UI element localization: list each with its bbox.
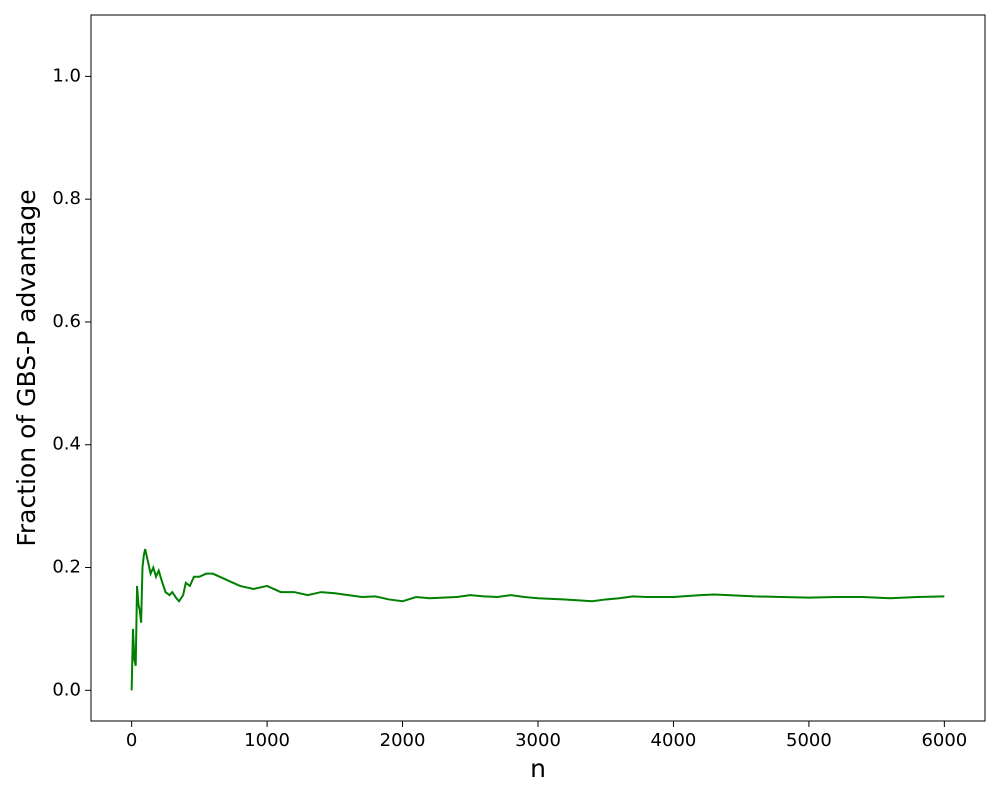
y-axis-label: Fraction of GBS-P advantage xyxy=(12,189,41,546)
x-tick-label: 2000 xyxy=(380,730,426,751)
x-tick-label: 3000 xyxy=(515,730,561,751)
y-tick-label: 0.8 xyxy=(52,188,81,209)
x-tick-label: 4000 xyxy=(651,730,697,751)
y-tick-label: 0.6 xyxy=(52,311,81,332)
y-tick-label: 0.4 xyxy=(52,434,81,455)
x-tick-label: 5000 xyxy=(786,730,832,751)
y-tick-label: 0.2 xyxy=(52,557,81,578)
plot-frame xyxy=(90,14,986,722)
y-tick-label: 0.0 xyxy=(52,679,81,700)
y-tick-label: 1.0 xyxy=(52,65,81,86)
x-tick-label: 1000 xyxy=(244,730,290,751)
data-line xyxy=(130,548,945,691)
x-tick-label: 6000 xyxy=(921,730,967,751)
x-axis-label: n xyxy=(530,754,546,783)
x-tick-label: 0 xyxy=(126,730,137,751)
